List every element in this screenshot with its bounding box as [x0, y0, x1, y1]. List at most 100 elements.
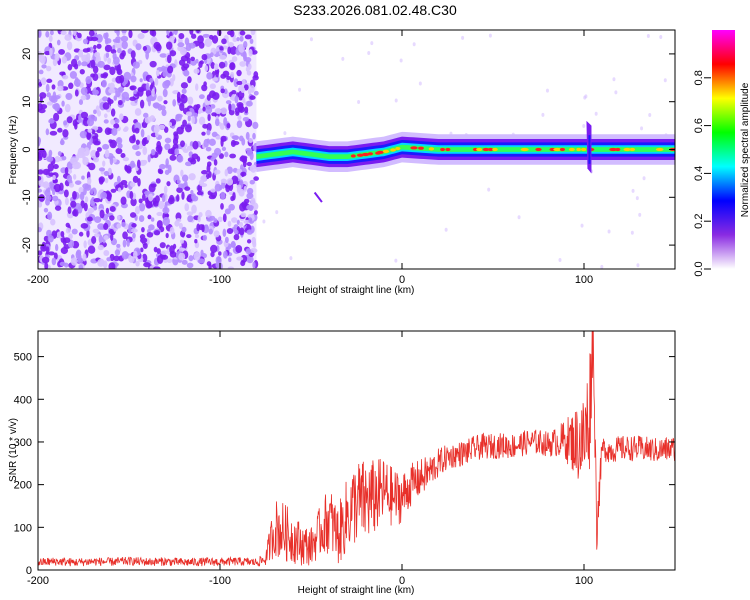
- noise-blob: [230, 195, 235, 202]
- noise-blob: [58, 48, 66, 55]
- noise-blob: [68, 182, 75, 188]
- noise-blob: [128, 225, 132, 234]
- noise-blob: [55, 243, 59, 252]
- noise-blob: [45, 83, 50, 93]
- noise-blob: [224, 168, 229, 177]
- noise-blob: [181, 226, 187, 233]
- signal-hotspot: [520, 147, 529, 152]
- noise-blob: [116, 243, 121, 248]
- noise-blob: [67, 206, 72, 214]
- noise-blob: [238, 43, 245, 53]
- x-tick-label: 0: [399, 274, 405, 286]
- y-tick-label: -20: [21, 237, 33, 253]
- noise-blob: [150, 217, 155, 222]
- noise-blob: [169, 226, 175, 235]
- faint-dot: [262, 219, 266, 224]
- noise-blob: [161, 109, 167, 117]
- noise-blob: [77, 60, 82, 67]
- noise-blob: [54, 102, 60, 112]
- noise-blob: [184, 186, 191, 191]
- noise-blob: [206, 129, 211, 136]
- noise-blob: [192, 140, 199, 150]
- signal-hotspot: [445, 147, 451, 152]
- noise-blob: [239, 227, 245, 236]
- noise-blob: [193, 68, 200, 74]
- noise-blob: [187, 76, 192, 84]
- faint-dot: [648, 112, 652, 117]
- signal-hotspot: [410, 146, 418, 150]
- noise-blob: [124, 184, 128, 189]
- noise-blob: [197, 184, 203, 193]
- noise-blob: [102, 143, 110, 150]
- noise-blob: [220, 73, 227, 79]
- noise-blob: [45, 65, 52, 72]
- faint-dot: [582, 123, 586, 128]
- noise-blob: [210, 244, 218, 253]
- noise-blob: [176, 91, 181, 101]
- noise-blob: [250, 197, 256, 206]
- noise-blob: [130, 197, 137, 207]
- noise-blob: [197, 258, 205, 264]
- signal-hotspot: [559, 147, 566, 152]
- noise-blob: [78, 264, 84, 269]
- noise-blob: [66, 41, 73, 51]
- noise-blob: [220, 178, 227, 183]
- faint-dot: [607, 229, 611, 234]
- noise-blob: [97, 110, 102, 117]
- noise-blob: [204, 105, 213, 114]
- noise-blob: [161, 194, 166, 203]
- noise-blob: [98, 176, 105, 183]
- noise-blob: [109, 156, 114, 166]
- noise-blob: [93, 156, 99, 163]
- noise-blob: [198, 116, 206, 126]
- noise-blob: [214, 147, 222, 156]
- noise-blob: [97, 60, 105, 68]
- faint-dot: [630, 230, 634, 235]
- noise-blob: [201, 131, 206, 136]
- noise-blob: [185, 161, 193, 167]
- noise-blob: [106, 257, 111, 262]
- noise-blob: [196, 30, 200, 34]
- noise-blob: [140, 128, 145, 138]
- noise-blob: [78, 186, 84, 194]
- noise-blob: [93, 44, 97, 50]
- noise-blob: [135, 139, 140, 145]
- noise-blob: [92, 65, 99, 74]
- noise-blob: [210, 188, 216, 193]
- noise-blob: [180, 124, 185, 130]
- noise-blob: [165, 79, 171, 87]
- noise-blob: [57, 85, 64, 92]
- noise-blob: [148, 224, 155, 231]
- noise-blob: [147, 97, 152, 107]
- noise-blob: [129, 96, 137, 102]
- faint-dot: [309, 37, 313, 42]
- noise-blob: [132, 175, 139, 184]
- noise-blob: [177, 183, 185, 188]
- noise-blob: [62, 129, 69, 138]
- x-tick-label: -100: [209, 274, 231, 286]
- noise-blob: [140, 247, 144, 253]
- noise-blob: [63, 237, 71, 244]
- noise-blob: [103, 119, 109, 124]
- faint-dot: [635, 196, 639, 201]
- noise-blob: [47, 251, 55, 256]
- noise-blob: [225, 100, 232, 105]
- spike-core: [588, 135, 591, 164]
- noise-blob: [52, 164, 59, 170]
- noise-blob: [46, 246, 50, 255]
- noise-blob: [43, 235, 50, 242]
- noise-blob: [79, 191, 85, 201]
- noise-blob: [239, 202, 246, 212]
- noise-blob: [157, 146, 162, 155]
- faint-dot: [636, 263, 640, 268]
- noise-blob: [103, 170, 109, 176]
- noise-blob: [68, 233, 73, 240]
- noise-blob: [50, 218, 56, 226]
- noise-blob: [97, 244, 104, 251]
- noise-blob: [222, 213, 227, 223]
- y-tick-label: 20: [21, 48, 33, 60]
- noise-blob: [236, 80, 243, 86]
- noise-blob: [69, 157, 78, 165]
- noise-blob: [208, 194, 216, 200]
- noise-blob: [38, 227, 42, 233]
